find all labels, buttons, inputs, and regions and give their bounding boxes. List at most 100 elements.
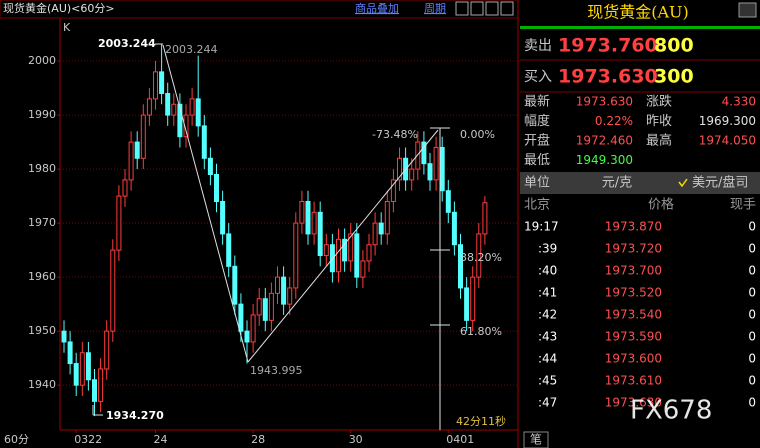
sell-price: 1973.760: [558, 35, 658, 57]
tick-volume: 0: [748, 308, 756, 322]
tick-price: 1973.610: [605, 374, 662, 388]
stat-value: 1973.630: [576, 95, 633, 109]
tab-label[interactable]: 笔: [530, 432, 542, 447]
candle-body: [61, 330, 67, 343]
y-tick-label: 1950: [28, 324, 56, 337]
tick-volume: 0: [748, 374, 756, 388]
buy-label: 买入: [524, 69, 552, 85]
overlay-button[interactable]: 商品叠加: [355, 1, 399, 15]
candle-body: [165, 92, 171, 116]
stat-label: 最高: [646, 133, 672, 149]
candle-body: [244, 330, 250, 343]
candle-body: [171, 103, 177, 116]
candle-body: [214, 173, 219, 203]
period-button[interactable]: 周期: [424, 2, 446, 15]
unit-value[interactable]: 元/克: [602, 176, 632, 191]
tick-time: :39: [538, 242, 557, 256]
candle-body: [201, 125, 207, 159]
stat-value: 4.330: [722, 95, 756, 109]
tick-volume: 0: [748, 352, 756, 366]
candle-body: [372, 222, 378, 246]
tick-volume: 0: [748, 220, 756, 234]
y-tick-label: 1980: [28, 162, 56, 175]
stat-value: 1969.300: [699, 114, 756, 128]
icon[interactable]: [500, 1, 514, 16]
fib-label: -73.48%: [372, 128, 418, 141]
icon[interactable]: [485, 1, 499, 16]
tick-time: :42: [538, 308, 557, 322]
y-tick-label: 1940: [28, 378, 56, 391]
tick-volume: 0: [748, 286, 756, 300]
tick-price: 1973.870: [605, 220, 662, 234]
candle-body: [299, 201, 305, 224]
fib-label: 38.20%: [460, 251, 502, 264]
candle-body: [397, 157, 402, 181]
stat-label: 涨跌: [646, 94, 672, 110]
accent-bar: [520, 26, 760, 29]
stat-value: 1972.460: [576, 134, 633, 148]
k-label: K: [63, 21, 71, 34]
tab[interactable]: [523, 431, 549, 448]
chart-title: 现货黄金(AU)<60分>: [3, 1, 115, 15]
stat-label: 最新: [524, 94, 550, 110]
stat-value: 1974.050: [699, 134, 756, 148]
candle-body: [476, 233, 482, 278]
candle-body: [189, 98, 195, 116]
candle-body: [305, 201, 311, 235]
tick-volume: 0: [748, 242, 756, 256]
candle-body: [464, 287, 470, 321]
check-icon: [678, 178, 688, 188]
tick-price: 1973.520: [605, 286, 662, 300]
candle-body: [238, 303, 244, 332]
candle-body: [439, 146, 445, 192]
candle-body: [275, 276, 280, 294]
tick-volume: 0: [748, 396, 756, 410]
low-annotation: 1943.995: [250, 364, 303, 377]
tick-time: :45: [538, 374, 557, 388]
quote-panel: 现货黄金(AU) 卖出 1973.760 800 买入 1973.630 300…: [520, 2, 760, 448]
x-tick-label: 24: [154, 433, 168, 446]
tick-time: :44: [538, 352, 557, 366]
tick-volume: 0: [748, 330, 756, 344]
tick-time: :41: [538, 286, 557, 300]
watermark: FX678: [630, 396, 712, 426]
candle-body: [116, 195, 122, 251]
sell-volume: 800: [654, 35, 694, 57]
icon[interactable]: [470, 1, 484, 16]
candle-body: [140, 114, 146, 159]
buy-volume: 300: [654, 66, 694, 88]
y-tick-label: 2000: [28, 54, 56, 67]
candle-body: [409, 168, 415, 181]
ticks-header: 北京: [524, 198, 550, 213]
icon[interactable]: [455, 1, 469, 16]
unit-label: 单位: [524, 176, 550, 191]
ticks-header: 现手: [730, 198, 756, 213]
candle-body: [256, 298, 262, 316]
tick-time: :40: [538, 264, 557, 278]
candle-body: [177, 103, 183, 138]
candle-body: [293, 222, 299, 289]
candle-body: [323, 244, 329, 257]
fib-label: 61.80%: [460, 325, 502, 338]
toolbar-icons[interactable]: [455, 1, 514, 16]
trend-line: [247, 129, 439, 363]
x-tick-label: 28: [251, 433, 265, 446]
unit-alt[interactable]: 美元/盘司: [692, 175, 748, 191]
trend-line: [162, 44, 249, 363]
fib-label: 0.00%: [460, 128, 495, 141]
y-tick-label: 1990: [28, 108, 56, 121]
ticks-header: 价格: [648, 197, 674, 213]
panel-title: 现货黄金(AU): [587, 3, 689, 22]
close-button[interactable]: [738, 2, 757, 18]
stat-label: 开盘: [524, 133, 550, 149]
candle-body: [390, 179, 396, 203]
tick-price: 1973.720: [605, 242, 662, 256]
stat-label: 幅度: [524, 113, 550, 129]
x-tick-label: 30: [349, 433, 363, 446]
candle-body: [134, 141, 140, 159]
tick-price: 1973.540: [605, 308, 662, 322]
candle-body: [220, 201, 226, 235]
buy-price: 1973.630: [558, 66, 658, 88]
stat-label: 最低: [524, 153, 550, 168]
